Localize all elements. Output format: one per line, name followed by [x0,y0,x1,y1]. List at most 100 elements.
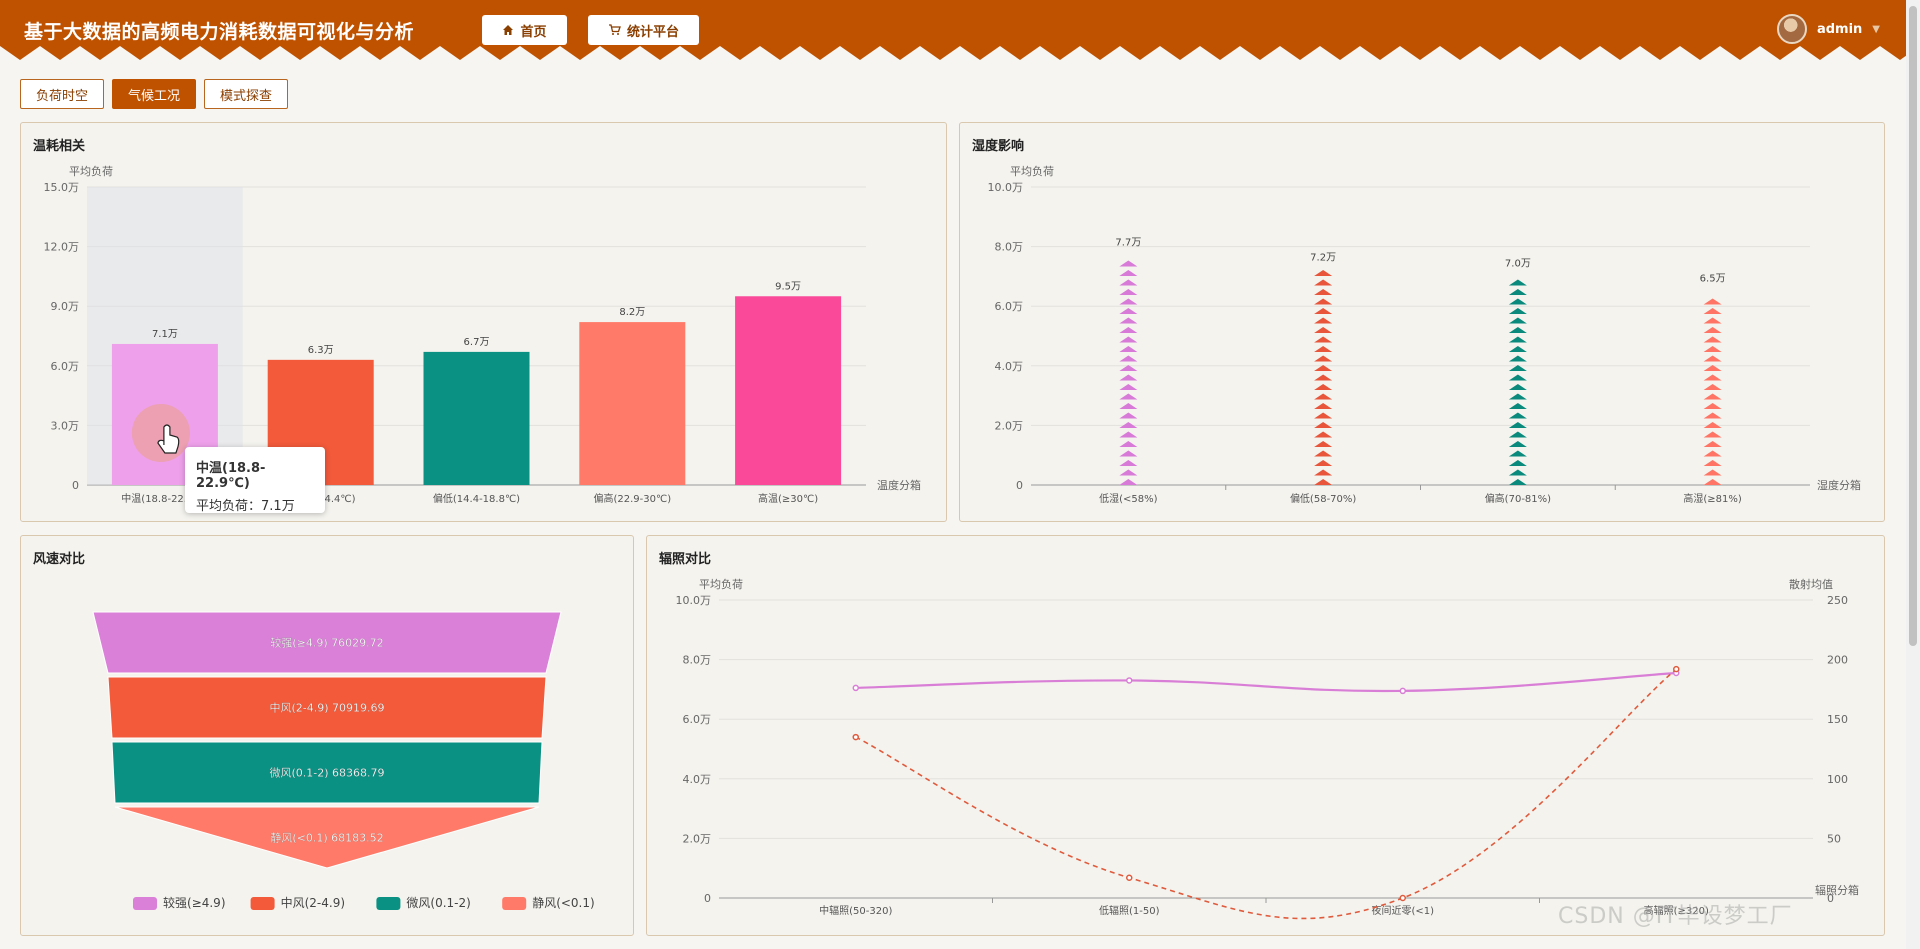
x-tick-label: 偏低(14.4-18.8℃) [433,492,520,505]
radiation-line-chart[interactable]: 平均负荷 散射均值 0 2.0万 4.0万 6.0万 8.0万 10.0万 0 50 100 150 2… [647,536,1884,935]
tab-load-spacetime[interactable]: 负荷时空 [20,79,105,109]
y2-tick-label: 0 [1827,892,1834,905]
triangle-symbol [1703,441,1722,447]
triangle-symbol [1314,298,1333,305]
tooltip-value: 7.1万 [261,499,295,514]
tab-climate[interactable]: 气候工况 [112,79,197,109]
tab-label: 模式探查 [220,88,273,104]
triangle-symbol [1703,327,1722,333]
triangle-symbol [1119,412,1138,419]
triangle-symbol [1703,336,1722,343]
funnel-label-category: 静风(<0.1) [270,831,327,845]
series-line [855,668,1677,920]
home-button-label: 首页 [520,23,547,39]
triangle-symbol [1119,450,1138,457]
y-tick-label: 4.0万 [683,773,712,786]
temp-panel: 温耗相关 平均负荷 0 3.0万 6.0万 9.0万 12.0万 15.0万 温度分箱 7.1万… [20,122,947,522]
triangle-symbol [1119,298,1138,305]
triangle-symbol [1119,355,1138,362]
triangle-symbol [1314,270,1333,276]
triangle-symbol [1508,469,1527,476]
x-axis-title: 湿度分箱 [1817,478,1861,492]
tooltip-label: 平均负荷： [196,499,262,514]
triangle-symbol [1119,422,1138,428]
bar-value-label: 6.5万 [1700,273,1726,284]
triangle-symbol [1508,441,1527,447]
home-button[interactable]: 首页 [482,15,567,45]
triangle-symbol [1314,460,1333,466]
triangle-symbol [1703,460,1722,466]
triangle-symbol [1314,431,1333,438]
triangle-symbol [1119,431,1138,438]
x-axis-title: 辐照分箱 [1815,883,1859,897]
wind-panel: 风速对比 较强(≥4.9) 76029.72 中风(2-4.9) 70919.69… [20,535,634,936]
page-scrollbar[interactable] [1906,0,1920,949]
triangle-symbol [1119,365,1138,371]
triangle-symbol [1703,450,1722,457]
funnel-label: 静风(<0.1) 68183.52 [270,831,383,845]
legend-item[interactable]: 较强(≥4.9) [133,895,226,910]
data-point [852,733,859,741]
wind-funnel-chart[interactable]: 较强(≥4.9) 76029.72 中风(2-4.9) 70919.69 微风(0.… [21,536,633,935]
y-tick-label: 9.0万 [51,300,80,313]
triangle-symbol [1314,346,1333,352]
triangle-symbol [1314,308,1333,314]
bar-value-label: 7.2万 [1310,252,1336,263]
bar [423,351,530,485]
y-tick-label: 10.0万 [676,594,712,607]
triangle-symbol [1508,308,1527,314]
triangle-symbol [1508,374,1527,381]
triangle-symbol [1508,422,1527,428]
y-tick-label: 10.0万 [988,181,1024,194]
triangle-symbol [1119,279,1138,286]
panel-title: 风速对比 [33,552,86,567]
funnel-segment [114,806,540,869]
panel-title: 温耗相关 [33,139,86,154]
triangle-symbol [1508,412,1527,419]
triangle-symbol [1703,422,1722,428]
x-tick-label: 高温(≥30℃) [758,492,818,505]
triangle-symbol [1703,403,1722,409]
avatar[interactable] [1776,14,1807,44]
triangle-symbol [1703,384,1722,390]
legend-item[interactable]: 微风(0.1-2) [376,896,471,910]
panel-title: 湿度影响 [972,139,1025,154]
triangle-symbol [1508,279,1527,286]
triangle-symbol [1703,365,1722,371]
top-header: 基于大数据的高频电力消耗数据可视化与分析 首页 统计平台 admin ▼ [0,0,1920,62]
funnel-segment [111,741,543,804]
triangle-symbol [1314,384,1333,390]
triangle-symbol [1508,365,1527,371]
funnel-label: 中风(2-4.9) 70919.69 [269,702,384,715]
caret-down-icon: ▼ [1872,23,1880,35]
triangle-symbol [1119,308,1138,314]
user-menu[interactable]: admin ▼ [1776,14,1880,44]
scrollbar-thumb[interactable] [1909,6,1917,646]
legend-item[interactable]: 静风(<0.1) [502,896,595,910]
x-tick-label: 偏高(70-81%) [1485,492,1551,505]
triangle-symbol [1119,346,1138,352]
stats-platform-button[interactable]: 统计平台 [588,15,699,45]
panel-title: 辐照对比 [659,552,712,567]
triangle-symbol [1508,355,1527,362]
home-icon [503,25,514,35]
legend-item[interactable]: 中风(2-4.9) [250,895,345,910]
triangle-symbol [1508,460,1527,466]
funnel-label-value: 70919.69 [332,702,385,715]
pictorial-bar [1703,298,1722,485]
temp-bar-chart[interactable]: 平均负荷03.0万6.0万9.0万12.0万15.0万温度分箱7.1万中温(18… [21,123,946,521]
data-point [1399,894,1406,902]
bar [735,296,842,485]
funnel-label: 微风(0.1-2) 68368.79 [269,766,384,780]
tooltip-row: 平均负荷：7.1万 [196,495,314,514]
funnel-segment [92,611,562,674]
triangle-symbol [1314,327,1333,333]
triangle-symbol [1314,355,1333,362]
tab-pattern[interactable]: 模式探查 [204,79,289,109]
humidity-panel: 湿度影响 平均负荷 0 2.0万 4.0万 6.0万 8.0万 10.0万 湿度分箱 7.7万低… [959,122,1885,522]
legend-label: 静风(<0.1) [532,896,595,910]
y2-tick-label: 50 [1827,832,1841,845]
pictorial-bar [1314,270,1333,485]
bar-value-label: 7.0万 [1505,258,1531,269]
